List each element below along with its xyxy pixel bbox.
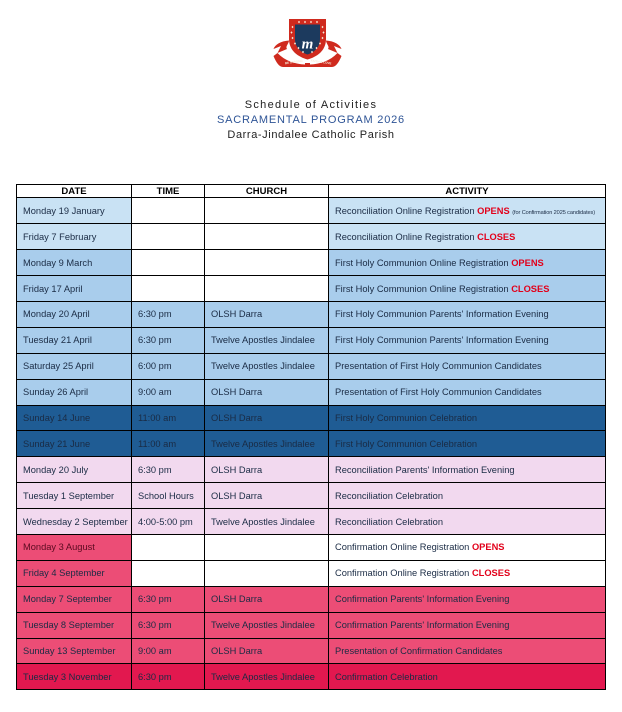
svg-text:m: m [302, 37, 314, 53]
